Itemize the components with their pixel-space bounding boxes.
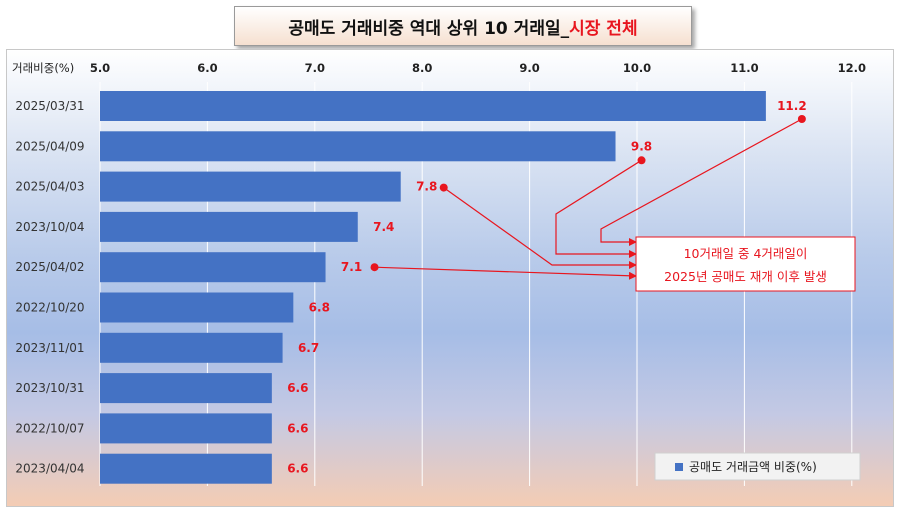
- x-tick-label: 12.0: [838, 61, 866, 75]
- bar: [100, 131, 616, 162]
- category-label: 2025/03/31: [15, 99, 84, 113]
- x-tick-label: 7.0: [305, 61, 325, 75]
- annotation-line2: 2025년 공매도 재개 이후 발생: [664, 269, 827, 284]
- data-label: 6.8: [309, 301, 330, 315]
- bar: [100, 413, 272, 444]
- data-label: 6.6: [287, 421, 308, 435]
- x-tick-label: 11.0: [730, 61, 758, 75]
- x-tick-label: 5.0: [90, 61, 110, 75]
- x-tick-label: 9.0: [519, 61, 539, 75]
- annotation-dot: [797, 115, 806, 123]
- x-tick-label: 6.0: [197, 61, 217, 75]
- data-label: 7.1: [341, 260, 362, 274]
- x-tick-label: 8.0: [412, 61, 432, 75]
- data-label: 11.2: [777, 99, 807, 113]
- legend: 공매도 거래금액 비중(%): [654, 452, 861, 481]
- legend-box: [654, 452, 861, 481]
- annotation-dot: [370, 263, 379, 272]
- bar: [100, 453, 272, 484]
- chart-title-main: 공매도 거래비중 역대 상위 10 거래일_: [288, 18, 570, 39]
- legend-label: 공매도 거래금액 비중(%): [689, 460, 817, 474]
- annotation-arrow: [374, 266, 637, 280]
- annotation-line1: 10거래일 중 4거래일이: [684, 246, 808, 261]
- data-label: 7.8: [416, 180, 437, 194]
- bar: [100, 292, 294, 323]
- bar: [100, 252, 326, 283]
- data-label: 6.7: [298, 341, 319, 355]
- category-label: 2022/10/20: [15, 301, 84, 315]
- bar: [100, 373, 272, 404]
- data-label: 6.6: [287, 381, 308, 395]
- category-label: 2025/04/09: [15, 139, 84, 153]
- chart-title: 공매도 거래비중 역대 상위 10 거래일_ 시장 전체: [234, 6, 692, 46]
- category-label: 2023/11/01: [15, 341, 84, 355]
- category-label: 2023/10/31: [15, 381, 84, 395]
- annotation-box: 10거래일 중 4거래일이 2025년 공매도 재개 이후 발생: [635, 236, 856, 292]
- bar: [100, 91, 766, 121]
- x-tick-label: 10.0: [623, 61, 651, 75]
- category-label: 2025/04/03: [15, 180, 84, 194]
- annotation-arrow: [600, 118, 803, 246]
- annotation-dot: [439, 183, 448, 192]
- legend-swatch: [675, 463, 683, 471]
- category-label: 2023/04/04: [15, 462, 84, 476]
- annotation-dot: [637, 156, 646, 165]
- annotation-arrow: [443, 187, 637, 269]
- data-label: 6.6: [287, 462, 308, 476]
- category-label: 2022/10/07: [15, 421, 84, 435]
- data-label: 7.4: [373, 220, 394, 234]
- bar: [100, 171, 401, 202]
- chart-title-highlight: 시장 전체: [569, 18, 638, 39]
- bar: [100, 332, 283, 363]
- annotation-arrow: [555, 159, 642, 258]
- bar: [100, 211, 358, 242]
- data-label: 9.8: [631, 139, 652, 153]
- category-label: 2025/04/02: [15, 260, 84, 274]
- category-label: 2023/10/04: [15, 220, 84, 234]
- axis-label: 거래비중(%): [12, 61, 74, 75]
